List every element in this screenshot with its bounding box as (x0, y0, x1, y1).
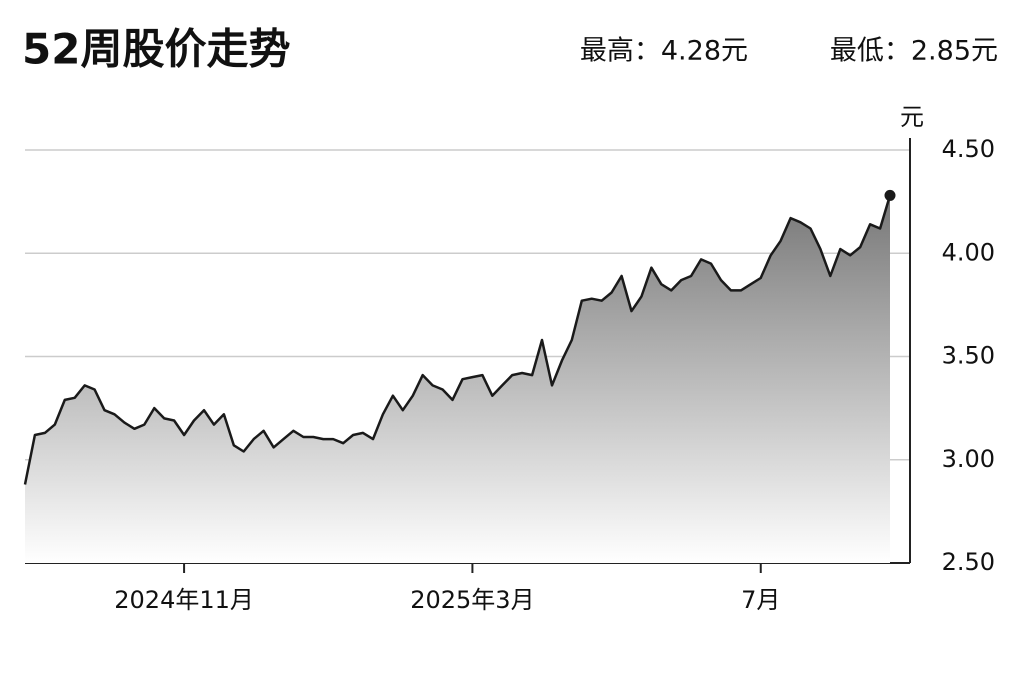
y-tick-label: 4.00 (942, 238, 995, 266)
chart-title: 52周股价走势 (22, 25, 290, 74)
x-tick-label: 2025年3月 (410, 586, 534, 614)
y-axis-unit: 元 (900, 103, 924, 131)
y-tick-label: 3.50 (942, 342, 995, 370)
x-tick-label: 7月 (741, 586, 780, 614)
low-annotation: 最低：2.85元 (830, 36, 998, 67)
y-tick-label: 2.50 (942, 548, 995, 576)
price-line (23, 195, 892, 485)
y-tick-label: 3.00 (942, 445, 995, 473)
high-annotation: 最高：4.28元 (580, 36, 748, 67)
last-point (884, 189, 896, 201)
x-tick-label: 2024年11月 (114, 586, 254, 614)
area (25, 195, 890, 563)
y-tick-label: 4.50 (942, 135, 995, 163)
